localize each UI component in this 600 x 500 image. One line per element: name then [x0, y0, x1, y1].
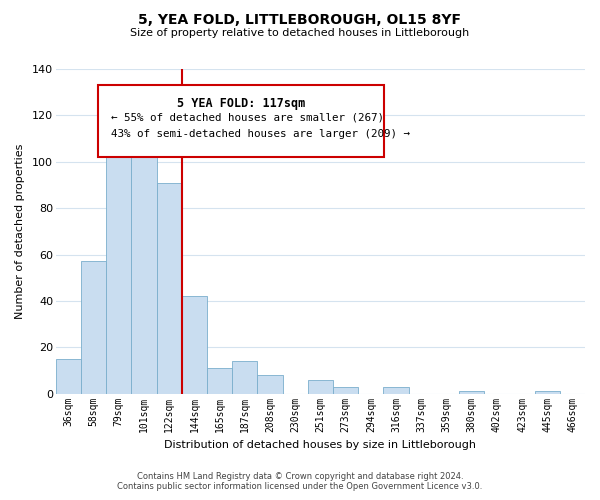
Bar [56, 359, 81, 394]
Bar [182, 296, 207, 394]
Bar [207, 368, 232, 394]
Bar [308, 380, 333, 394]
Bar [81, 262, 106, 394]
Y-axis label: Number of detached properties: Number of detached properties [15, 144, 25, 319]
Bar [232, 361, 257, 394]
Bar [535, 392, 560, 394]
Bar [106, 130, 131, 394]
Text: 43% of semi-detached houses are larger (209) →: 43% of semi-detached houses are larger (… [112, 129, 410, 139]
Bar [383, 386, 409, 394]
Text: Size of property relative to detached houses in Littleborough: Size of property relative to detached ho… [130, 28, 470, 38]
Bar [333, 386, 358, 394]
Bar [157, 182, 182, 394]
Text: Contains HM Land Registry data © Crown copyright and database right 2024.: Contains HM Land Registry data © Crown c… [137, 472, 463, 481]
X-axis label: Distribution of detached houses by size in Littleborough: Distribution of detached houses by size … [164, 440, 476, 450]
Text: Contains public sector information licensed under the Open Government Licence v3: Contains public sector information licen… [118, 482, 482, 491]
Text: ← 55% of detached houses are smaller (267): ← 55% of detached houses are smaller (26… [112, 113, 385, 123]
Bar [257, 375, 283, 394]
Bar [131, 120, 157, 394]
Bar [459, 392, 484, 394]
Text: 5 YEA FOLD: 117sqm: 5 YEA FOLD: 117sqm [177, 96, 305, 110]
Text: 5, YEA FOLD, LITTLEBOROUGH, OL15 8YF: 5, YEA FOLD, LITTLEBOROUGH, OL15 8YF [139, 12, 461, 26]
FancyBboxPatch shape [98, 85, 384, 156]
